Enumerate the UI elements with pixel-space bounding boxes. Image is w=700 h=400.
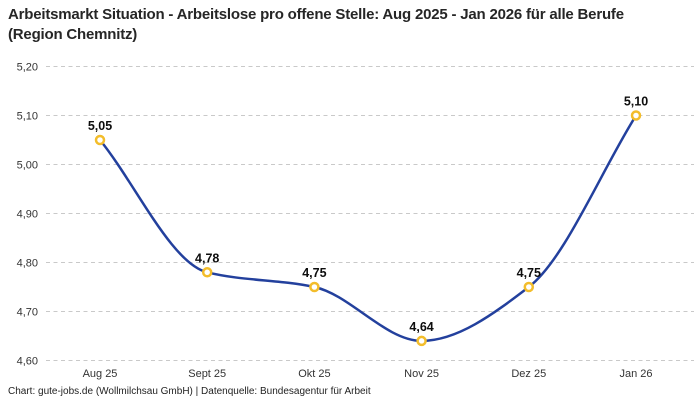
y-axis-tick-label: 5,10 [17, 111, 38, 123]
x-axis-tick-label: Okt 25 [298, 368, 330, 380]
data-point-label: 5,05 [88, 119, 112, 133]
chart-title: Arbeitsmarkt Situation - Arbeitslose pro… [8, 6, 624, 43]
data-point-label: 4,75 [302, 266, 326, 280]
y-axis-tick-label: 4,80 [17, 258, 38, 270]
data-point-marker [630, 110, 642, 121]
y-axis-tick-label: 4,70 [17, 307, 38, 319]
x-axis-tick-label: Sept 25 [188, 368, 226, 380]
data-point-marker [523, 281, 535, 293]
x-axis-tick-label: Dez 25 [511, 368, 546, 380]
data-point-marker [416, 335, 427, 347]
x-axis-tick-label: Jan 26 [619, 368, 652, 380]
data-point-marker [201, 267, 213, 278]
chart-credit: Chart: gute-jobs.de (Wollmilchsau GmbH) … [8, 386, 371, 397]
data-point-label: 5,10 [624, 95, 648, 109]
y-axis-tick-label: 5,20 [17, 62, 38, 74]
data-point-label: 4,75 [517, 266, 541, 280]
data-point-label: 4,78 [195, 251, 219, 265]
y-axis-tick-label: 4,60 [17, 356, 38, 368]
data-point-label: 4,64 [409, 320, 433, 334]
y-axis-tick-label: 4,90 [17, 209, 38, 221]
x-axis-tick-label: Nov 25 [404, 368, 439, 380]
data-point-marker [94, 134, 106, 146]
data-point-marker [309, 281, 320, 293]
series-line [98, 114, 638, 343]
y-axis-tick-label: 5,00 [17, 160, 38, 172]
x-axis-tick-label: Aug 25 [83, 368, 118, 380]
